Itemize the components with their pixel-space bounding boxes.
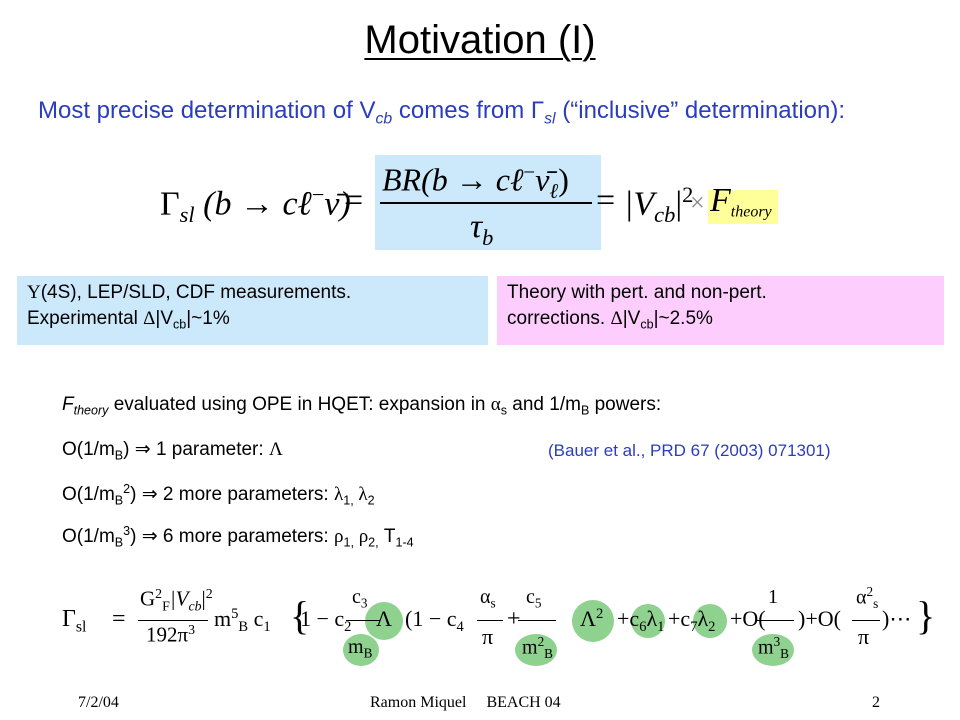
ftheory-highlight <box>708 190 778 224</box>
experimental-box: Υ(4S), LEP/SLD, CDF measurements. Experi… <box>17 276 488 345</box>
order-1-line: O(1/mB) ⇒ 1 parameter: Λ <box>62 439 283 463</box>
circle-mb3 <box>752 634 794 666</box>
footer-date: 7/2/04 <box>78 694 119 711</box>
eq2-c3-line <box>346 620 380 621</box>
eq2-brace-close: } <box>916 593 936 638</box>
footer-author: Ramon Miquel BEACH 04 <box>370 694 561 711</box>
theory-line-2: corrections. Δ|Vcb|~2.5% <box>507 308 713 332</box>
eq1-equals: = <box>344 182 364 219</box>
circle-mb <box>343 634 379 666</box>
eq2-denominator: 192π3 <box>146 622 196 647</box>
eq2-lambda: Λ <box>376 606 392 631</box>
eq1-fraction-line <box>380 202 592 204</box>
eq2-lambda2: Λ2 <box>580 606 604 631</box>
eq1-numerator: BR(b → cℓ−ν̄ℓ) <box>382 160 569 203</box>
eq2-equals: = <box>112 606 126 632</box>
eq1-ftheory: Ftheory <box>710 182 772 221</box>
subtitle: Most precise determination of Vcb comes … <box>38 97 846 128</box>
ope-line: Ftheory evaluated using OPE in HQET: exp… <box>62 394 662 418</box>
eq2-brace-open: { <box>290 593 310 638</box>
eq2-mb2-den: m2B <box>522 634 553 661</box>
eq2-paren-term: (1 − c4 <box>405 606 464 636</box>
eq2-O-1: +O( <box>730 606 766 631</box>
eq2-mb-den: mB <box>348 636 373 661</box>
eq1-vcb: |Vcb|2 <box>624 182 694 228</box>
circle-lambda2-param <box>693 604 727 638</box>
eq2-pi-3: π <box>858 624 870 649</box>
slide-title: Motivation (I) <box>364 18 596 62</box>
eq2-one-num: 1 <box>768 586 778 608</box>
eq2-term-one: 1 − c2 <box>300 606 352 636</box>
equation-expansion: Γsl = G2F|Vcb|2 192π3 m5B c1 { 1 − c2 c3… <box>0 580 960 680</box>
eq2-fraction-line <box>138 620 208 621</box>
footer-page-number: 2 <box>872 694 880 711</box>
eq2-c3-num: c3 <box>352 586 368 611</box>
eq2-c5-line <box>518 620 556 621</box>
eq1-times: × <box>690 188 705 217</box>
eq2-mb3-line <box>756 620 794 621</box>
order-3-line: O(1/mB3) ⇒ 6 more parameters: ρ1, ρ2, T1… <box>62 524 414 550</box>
eq1-denominator: τb <box>470 208 494 250</box>
circle-mb2 <box>515 634 557 666</box>
eq2-plus-2: + <box>507 606 521 632</box>
eq2-alpha2-line <box>852 620 880 621</box>
equation-gamma-sl: Γsl (b → cℓ−ν̄) = BR(b → cℓ−ν̄ℓ) τb = |V… <box>0 150 960 260</box>
eq2-mb3-den: m3B <box>758 634 789 661</box>
eq1-equals-2: = <box>596 182 616 219</box>
eq2-c7-l2: +c7λ2 <box>668 606 716 636</box>
eq2-dots: )⋯ <box>882 606 912 631</box>
eq2-gamma: Γsl <box>62 606 87 636</box>
eq2-alpha-line-2 <box>477 620 503 621</box>
experimental-line-1: Υ(4S), LEP/SLD, CDF measurements. <box>27 282 352 303</box>
eq2-pi-2: π <box>482 624 494 649</box>
circle-lambda1 <box>631 604 665 638</box>
eq2-alpha2-num: α2s <box>856 584 879 611</box>
theory-line-1: Theory with pert. and non-pert. <box>507 282 767 303</box>
eq2-mb-c1: m5B c1 <box>214 606 271 636</box>
experimental-line-2: Experimental Δ|Vcb|~1% <box>27 308 230 332</box>
eq2-numerator: G2F|Vcb|2 <box>140 586 213 614</box>
circle-lambda <box>365 602 403 640</box>
eq2-c6-l1: +c6λ1 <box>617 606 665 636</box>
reference-citation: (Bauer et al., PRD 67 (2003) 071301) <box>548 441 831 460</box>
eq2-O-2: )+O( <box>798 606 841 631</box>
order-2-line: O(1/mB2) ⇒ 2 more parameters: λ1, λ2 <box>62 482 375 508</box>
theory-box: Theory with pert. and non-pert. correcti… <box>497 276 944 345</box>
eq1-lhs: Γsl (b → cℓ−ν̄) <box>160 182 351 228</box>
circle-lambda2 <box>572 600 614 642</box>
eq2-c5-num: c5 <box>526 586 542 611</box>
eq2-alpha-num-2: αs <box>480 586 496 611</box>
